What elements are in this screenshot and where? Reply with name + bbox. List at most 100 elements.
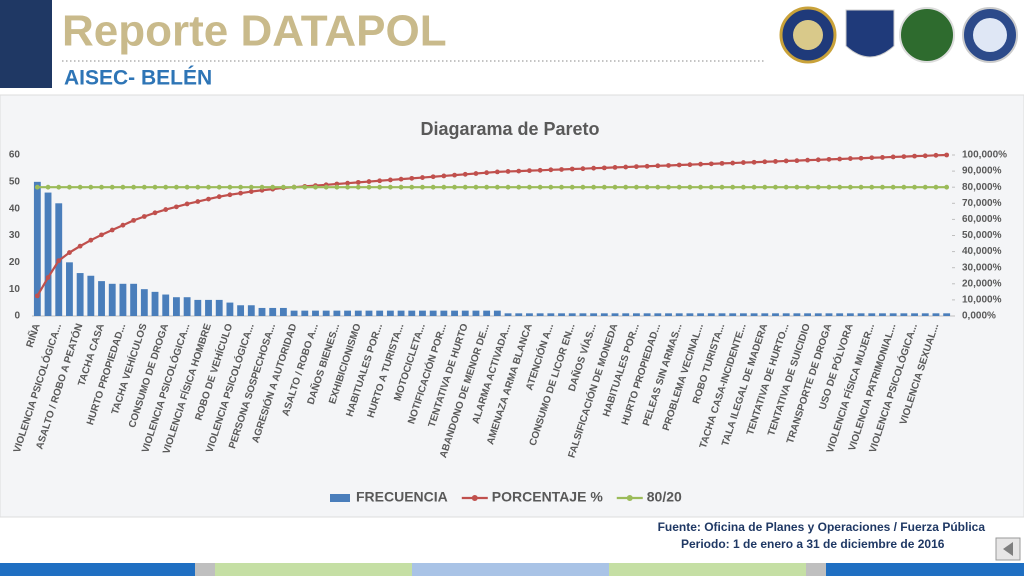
marker [174, 184, 179, 190]
marker [922, 153, 928, 159]
bar [889, 313, 897, 316]
bar [354, 310, 362, 316]
bar [269, 307, 277, 316]
marker [516, 184, 522, 190]
marker [494, 169, 500, 175]
bar [750, 313, 758, 316]
y-tick-label: 0 [14, 311, 20, 322]
bar [825, 313, 833, 316]
marker [216, 184, 222, 190]
marker [623, 184, 629, 190]
marker [944, 184, 950, 190]
marker [398, 176, 404, 182]
marker [238, 190, 244, 196]
bar [215, 299, 223, 316]
y-tick-label: 20 [9, 257, 21, 268]
back-button[interactable] [995, 537, 1021, 561]
marker [355, 184, 361, 190]
period: Periodo: 1 de enero a 31 de diciembre de… [681, 537, 945, 551]
marker [45, 184, 51, 190]
bar [451, 310, 458, 316]
bar [782, 313, 790, 316]
legend-label: FRECUENCIA [356, 489, 448, 505]
source: Fuente: Oficina de Planes y Operaciones … [658, 520, 986, 534]
stripe [609, 563, 806, 576]
marker [837, 156, 843, 162]
bar [600, 313, 608, 316]
marker [901, 154, 907, 160]
bar [33, 181, 41, 316]
bar [739, 313, 747, 316]
marker [280, 184, 286, 190]
y2-tick-label: 80,000% [962, 182, 1002, 193]
marker [890, 184, 896, 190]
marker [537, 167, 543, 173]
marker [666, 163, 671, 168]
bar [675, 313, 683, 316]
bar [622, 313, 630, 316]
bar [707, 313, 715, 316]
bar [247, 305, 255, 316]
bar [718, 313, 726, 316]
marker [398, 184, 404, 190]
slide-title: Reporte DATAPOL [62, 7, 447, 56]
marker [409, 175, 415, 181]
marker [420, 175, 425, 180]
bar [429, 310, 437, 316]
legend-swatch [471, 495, 478, 501]
marker [345, 184, 350, 190]
y-tick-label: 50 [9, 176, 21, 187]
marker [591, 165, 597, 171]
bar [579, 313, 587, 316]
marker [912, 184, 917, 190]
marker [152, 210, 158, 216]
bar [697, 313, 705, 316]
marker [313, 184, 318, 190]
bar [419, 310, 426, 316]
marker [174, 204, 179, 210]
marker [527, 168, 532, 174]
bar [846, 313, 854, 316]
bar [761, 313, 769, 316]
bar [237, 305, 245, 316]
bar [333, 310, 341, 316]
marker [441, 184, 447, 190]
bar [130, 283, 138, 316]
marker [355, 179, 361, 185]
marker [462, 184, 468, 190]
marker [634, 184, 639, 190]
marker [773, 159, 778, 164]
y2-tick-label: 30,000% [962, 262, 1002, 273]
stripe [826, 563, 1024, 576]
marker [163, 184, 169, 190]
y2-tick-label: 90,000% [962, 166, 1002, 177]
marker [323, 184, 329, 190]
bar [119, 283, 127, 316]
marker [880, 184, 885, 190]
marker [783, 158, 789, 164]
bottom-bar [0, 563, 1024, 576]
marker [34, 293, 40, 299]
marker [163, 207, 169, 212]
marker [537, 184, 543, 190]
marker [858, 155, 864, 161]
bar [536, 313, 544, 316]
stripe [195, 563, 215, 576]
marker [869, 184, 875, 190]
bar [279, 307, 287, 316]
marker [687, 162, 693, 168]
bar [665, 313, 672, 316]
marker [847, 156, 853, 161]
marker [452, 184, 457, 190]
bar [632, 313, 640, 316]
bar [461, 310, 469, 316]
marker [890, 154, 896, 160]
bar [66, 262, 73, 316]
bar [408, 310, 416, 316]
marker [740, 160, 746, 165]
marker [740, 184, 746, 190]
marker [88, 184, 94, 190]
back-arrow[interactable] [1003, 542, 1013, 556]
marker [794, 184, 800, 190]
